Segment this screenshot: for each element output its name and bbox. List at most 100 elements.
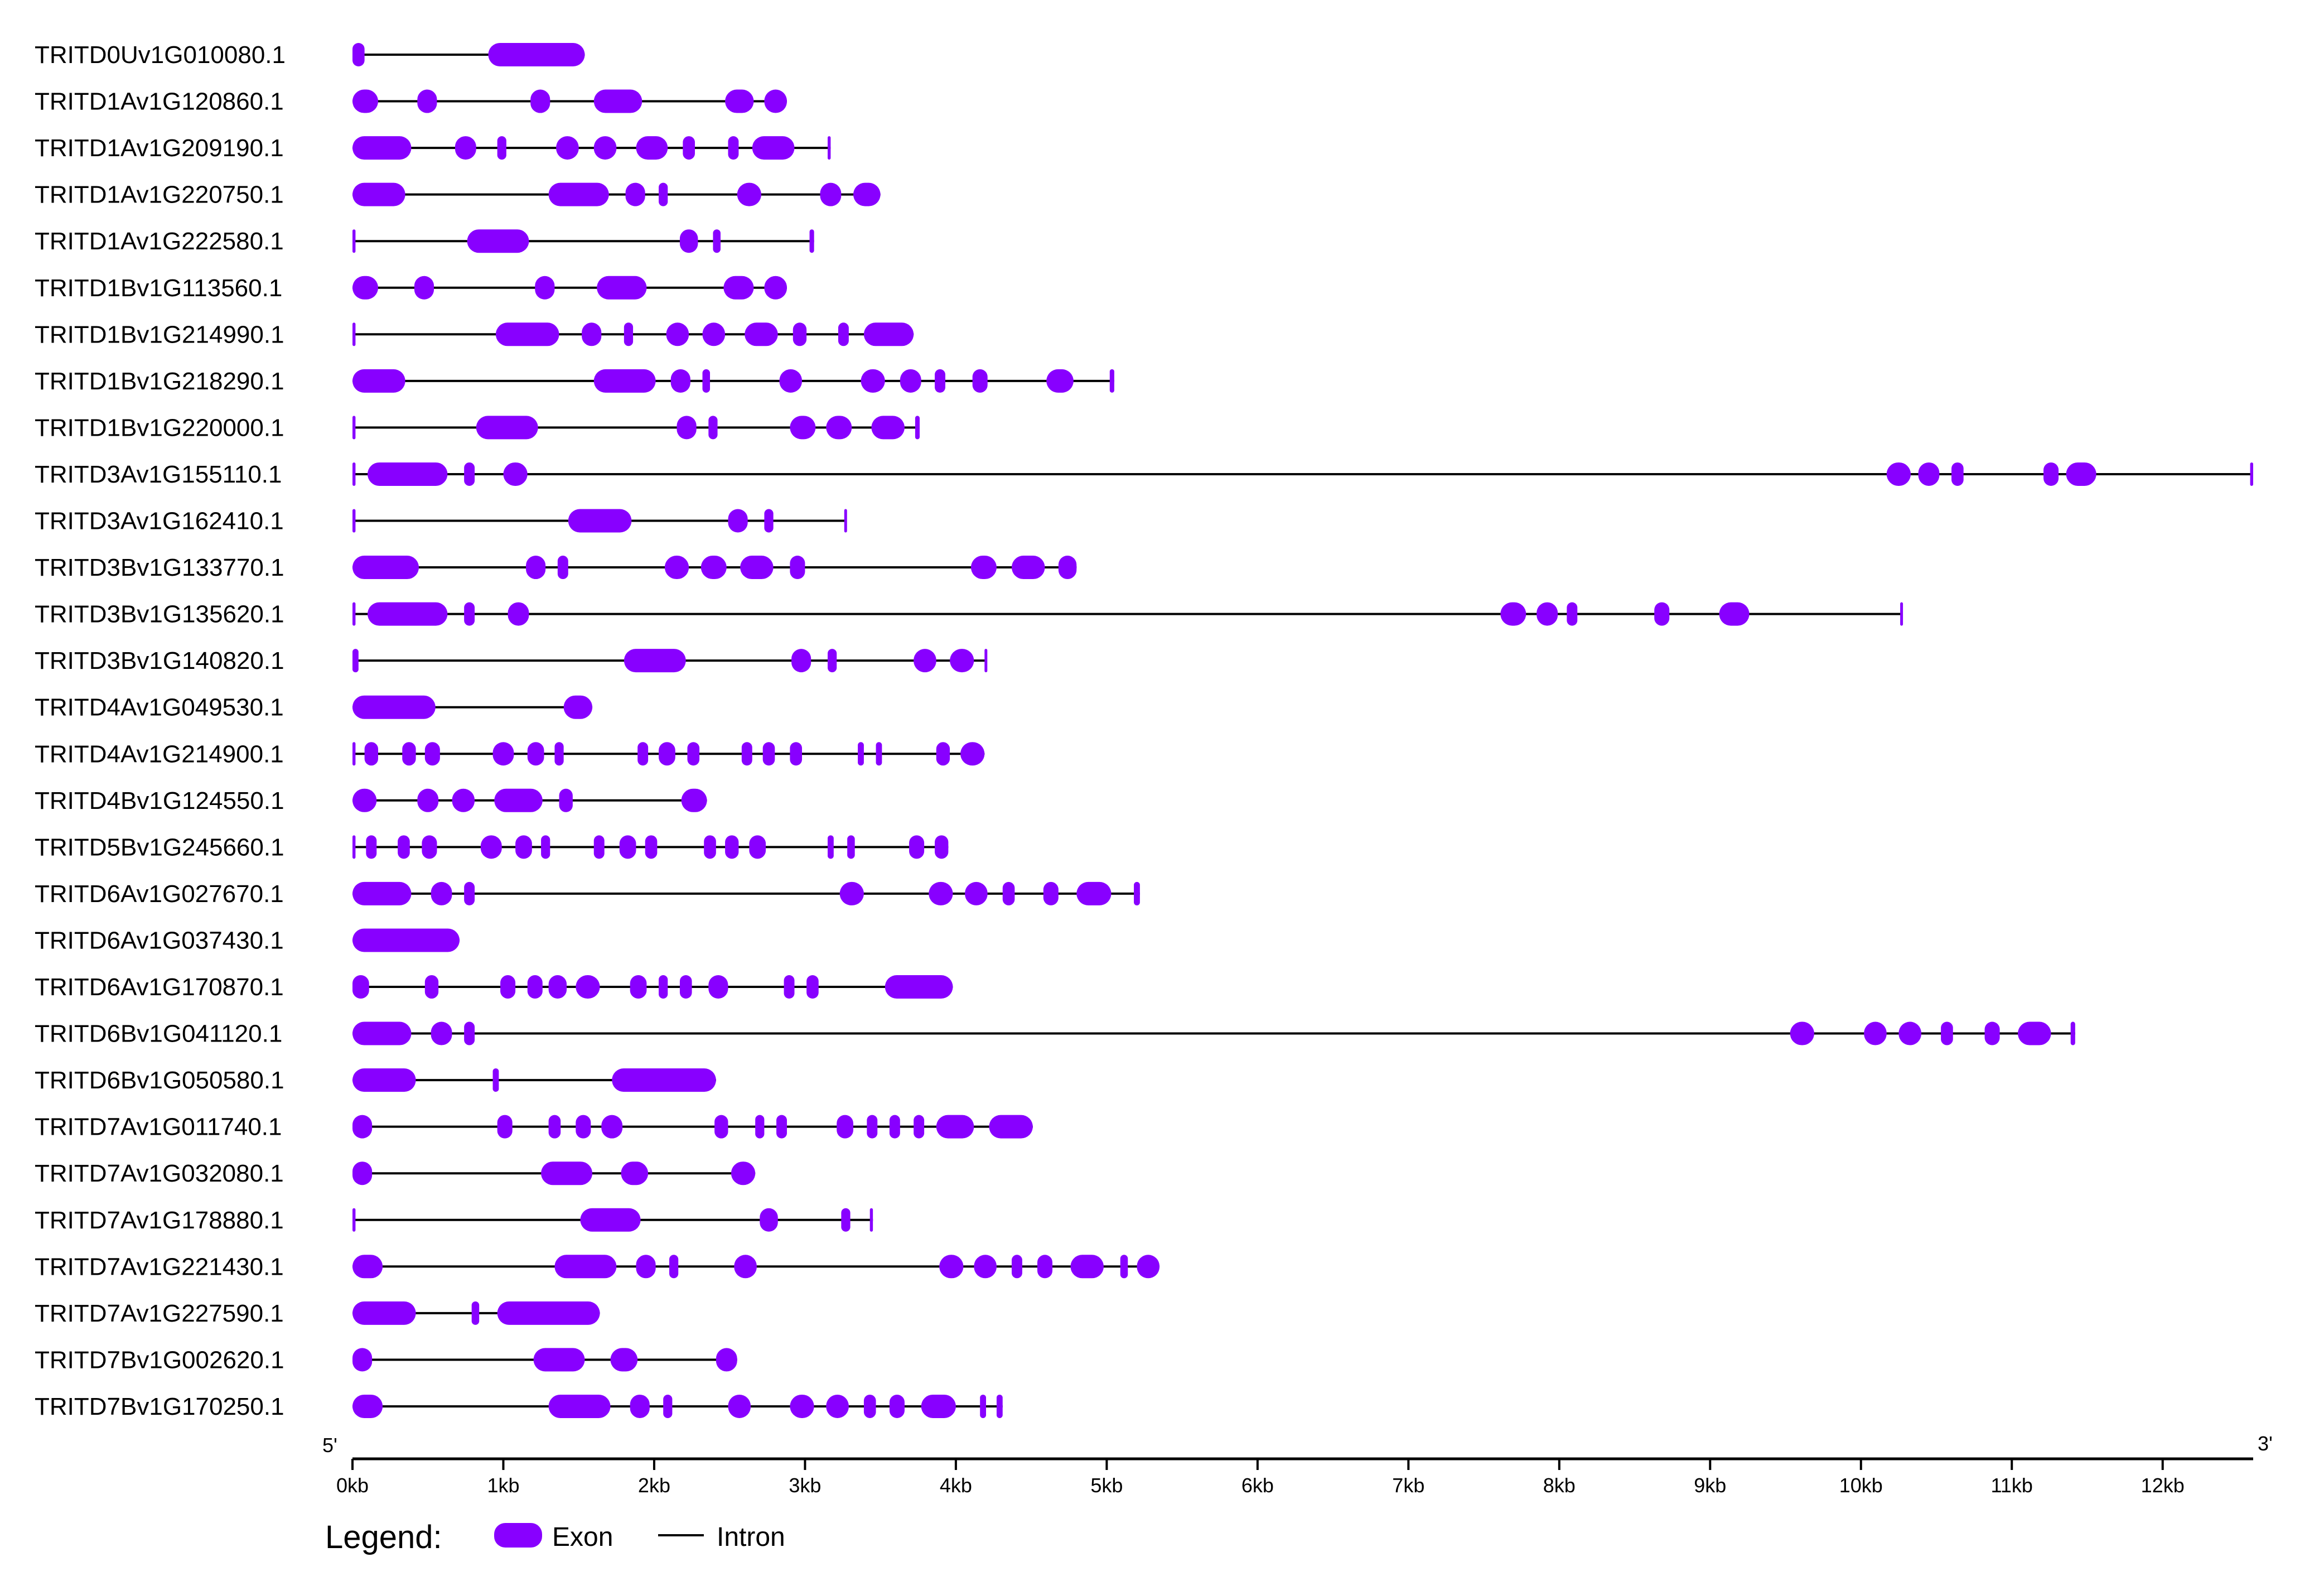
exon (612, 1068, 716, 1092)
exon (556, 136, 579, 160)
exon (352, 788, 377, 812)
exon (965, 881, 988, 905)
exon (1043, 881, 1059, 905)
exon (935, 369, 945, 393)
legend-title: Legend: (325, 1519, 442, 1555)
gene-label: TRITD3Av1G162410.1 (35, 508, 284, 535)
gene-label: TRITD3Av1G155110.1 (35, 461, 282, 488)
exon (580, 1208, 641, 1232)
exon (625, 182, 645, 206)
exon (1037, 1255, 1053, 1279)
exon (352, 975, 369, 999)
gene-label: TRITD1Av1G209190.1 (35, 134, 284, 162)
exon (488, 43, 585, 66)
exon (826, 416, 852, 440)
gene-label: TRITD6Av1G037430.1 (35, 927, 284, 954)
gene-label: TRITD1Bv1G113560.1 (35, 274, 282, 302)
exon (548, 1115, 561, 1139)
exon (364, 742, 378, 766)
exon (576, 975, 600, 999)
exon (1070, 1255, 1104, 1279)
exon (950, 649, 974, 673)
exon (760, 1208, 778, 1232)
exon (863, 1394, 876, 1418)
exon (417, 89, 437, 113)
exon (2043, 462, 2059, 486)
exon (664, 556, 689, 580)
exon (755, 1115, 765, 1139)
exon (702, 369, 711, 393)
exon (764, 89, 787, 113)
legend-exon-label: Exon (552, 1522, 613, 1552)
exon (936, 1115, 974, 1139)
exon (352, 1348, 373, 1372)
exon (1076, 881, 1112, 905)
axis-tick-label: 7kb (1392, 1474, 1424, 1497)
exon (352, 1208, 356, 1232)
exon (2250, 462, 2253, 486)
exon (728, 509, 748, 533)
exon (515, 835, 532, 859)
exon (1918, 462, 1940, 486)
gene-label: TRITD1Av1G120860.1 (35, 88, 284, 115)
exon (637, 742, 649, 766)
exon (476, 416, 538, 440)
exon (352, 136, 412, 160)
exon (996, 1394, 1003, 1418)
gene-row: TRITD1Av1G120860.1 (35, 88, 787, 115)
axis-tick-label: 0kb (336, 1474, 369, 1497)
exon (713, 229, 721, 253)
exon (820, 182, 842, 206)
exon (352, 369, 405, 393)
gene-row: TRITD7Bv1G170250.1 (35, 1393, 1003, 1420)
exon (1951, 462, 1964, 486)
gene-label: TRITD1Bv1G220000.1 (35, 414, 284, 441)
exon (669, 1255, 679, 1279)
exon (526, 556, 546, 580)
exon (467, 229, 529, 253)
gene-label: TRITD6Av1G170870.1 (35, 973, 284, 1001)
exon (871, 416, 905, 440)
exon (645, 835, 658, 859)
exon (837, 1115, 853, 1139)
exon (1109, 369, 1114, 393)
exon (1898, 1021, 1921, 1045)
gene-label: TRITD7Av1G178880.1 (35, 1207, 284, 1234)
axis-tick-label: 2kb (638, 1474, 670, 1497)
exon (741, 742, 752, 766)
exon (554, 1255, 617, 1279)
exon (352, 182, 405, 206)
exon (844, 509, 847, 533)
exon (352, 43, 365, 66)
exon (593, 369, 656, 393)
exon (939, 1255, 964, 1279)
exon (806, 975, 819, 999)
gene-label: TRITD7Av1G032080.1 (35, 1160, 284, 1187)
gene-label: TRITD3Bv1G135620.1 (35, 601, 284, 628)
exon (1011, 1255, 1022, 1279)
exon (679, 975, 692, 999)
exon (723, 276, 754, 300)
exon (508, 602, 529, 626)
exon (752, 136, 795, 160)
exon (779, 369, 803, 393)
exon (424, 975, 439, 999)
axis-tick-label: 10kb (1839, 1474, 1883, 1497)
exon (1011, 556, 1045, 580)
gene-label: TRITD1Av1G220750.1 (35, 181, 284, 209)
exon (702, 322, 726, 346)
exon (431, 881, 452, 905)
three-prime-label: 3' (2258, 1432, 2273, 1455)
gene-label: TRITD1Bv1G218290.1 (35, 368, 284, 395)
gene-label: TRITD0Uv1G010080.1 (35, 41, 286, 69)
exon (366, 835, 377, 859)
exon (541, 835, 550, 859)
exon (548, 1394, 611, 1418)
gene-row: TRITD3Bv1G135620.1 (35, 601, 1903, 628)
gene-row: TRITD7Av1G221430.1 (35, 1253, 1160, 1280)
exon (503, 462, 528, 486)
exon (352, 509, 356, 533)
exon (847, 835, 855, 859)
legend: Legend: Exon Intron (325, 1519, 785, 1555)
exon (497, 1115, 513, 1139)
